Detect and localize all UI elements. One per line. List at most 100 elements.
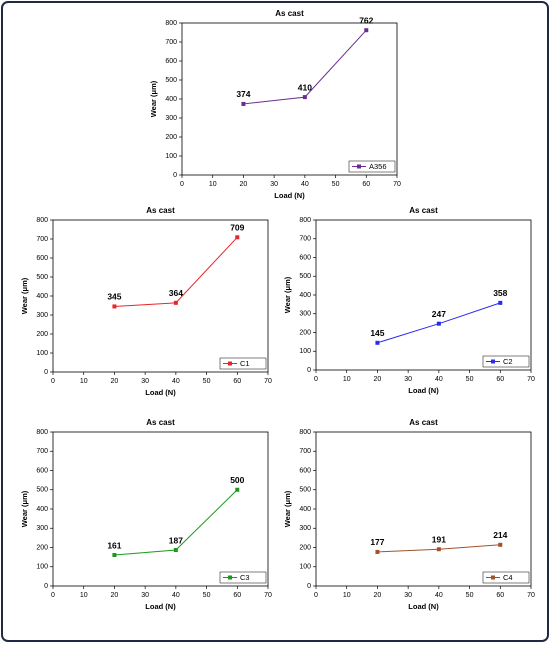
y-tick-label: 200 [36,331,48,338]
y-tick-label: 700 [299,448,311,455]
y-tick-label: 600 [165,58,177,65]
y-axis-label: Wear (μm) [20,277,29,314]
y-tick-label: 200 [299,329,311,336]
legend-box [482,571,530,584]
legend-label: C2 [503,357,513,366]
x-tick-label: 70 [527,376,535,383]
y-tick-label: 400 [165,96,177,103]
y-tick-label: 300 [36,525,48,532]
x-tick-label: 30 [141,378,149,385]
x-tick-label: 0 [314,592,318,599]
x-tick-label: 10 [343,592,351,599]
data-label: 177 [370,537,384,547]
x-axis-label: Load (N) [408,602,439,611]
y-tick-label: 300 [299,525,311,532]
x-tick-label: 10 [343,376,351,383]
y-tick-label: 500 [165,77,177,84]
legend-marker [228,575,232,580]
legend-marker [357,164,361,169]
plot-area [315,431,532,587]
y-axis-label: Wear (μm) [20,490,29,527]
data-point [498,300,503,305]
x-tick-label: 30 [270,181,278,188]
y-tick-label: 700 [299,236,311,243]
plot-area [52,431,269,587]
data-point [173,300,178,305]
y-tick-label: 800 [36,217,48,224]
y-tick-label: 100 [299,348,311,355]
data-point [173,548,178,553]
data-label: 410 [298,82,312,92]
x-tick-label: 40 [172,592,180,599]
y-tick-label: 400 [299,292,311,299]
y-tick-label: 0 [307,367,311,374]
y-tick-label: 300 [299,311,311,318]
x-tick-label: 0 [180,181,184,188]
x-tick-label: 0 [314,376,318,383]
data-label: 161 [107,540,121,550]
x-tick-label: 10 [80,378,88,385]
legend-label: C1 [240,359,250,368]
data-point [375,340,380,345]
x-tick-label: 60 [496,376,504,383]
y-axis-label: Wear (μm) [283,490,292,527]
y-tick-label: 800 [299,217,311,224]
data-point [112,304,117,309]
data-label: 187 [169,535,183,545]
y-tick-label: 100 [165,153,177,160]
y-tick-label: 200 [36,544,48,551]
x-tick-label: 40 [301,181,309,188]
x-axis-label: Load (N) [145,602,176,611]
y-tick-label: 100 [36,564,48,571]
x-tick-label: 30 [404,376,412,383]
y-tick-label: 0 [173,172,177,179]
y-tick-label: 100 [299,564,311,571]
x-tick-label: 50 [466,592,474,599]
x-tick-label: 60 [496,592,504,599]
x-tick-label: 50 [466,376,474,383]
data-label: 145 [370,328,384,338]
data-label: 762 [359,15,373,25]
x-tick-label: 40 [435,592,443,599]
x-tick-label: 20 [240,181,248,188]
x-axis-label: Load (N) [274,191,305,200]
data-label: 374 [236,89,250,99]
legend-label: C4 [503,573,513,582]
y-tick-label: 700 [165,39,177,46]
x-tick-label: 50 [203,378,211,385]
x-tick-label: 60 [233,592,241,599]
legend-box [219,571,267,584]
y-tick-label: 700 [36,236,48,243]
chart-title: As cast [409,206,438,215]
plot-area [52,219,269,373]
y-tick-label: 0 [44,369,48,376]
y-tick-label: 800 [299,429,311,436]
y-axis-label: Wear (μm) [283,276,292,313]
data-point [436,321,441,326]
data-point [364,28,369,33]
legend-box [219,357,267,370]
x-tick-label: 50 [203,592,211,599]
x-tick-label: 30 [141,592,149,599]
legend-box [348,160,396,173]
legend-marker [491,359,495,364]
x-tick-label: 20 [111,378,119,385]
y-tick-label: 500 [36,274,48,281]
y-axis-label: Wear (μm) [149,80,158,117]
x-tick-label: 70 [527,592,535,599]
data-point [302,95,307,100]
x-tick-label: 40 [172,378,180,385]
x-axis-label: Load (N) [145,388,176,397]
y-tick-label: 0 [307,583,311,590]
y-tick-label: 200 [299,544,311,551]
x-tick-label: 60 [362,181,370,188]
data-point [375,549,380,554]
x-tick-label: 70 [264,378,272,385]
